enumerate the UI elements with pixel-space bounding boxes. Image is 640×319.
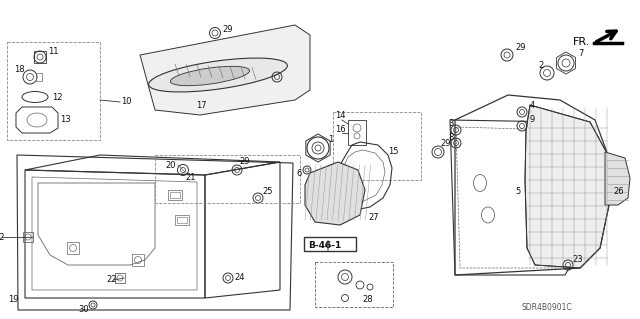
Polygon shape	[140, 25, 310, 115]
Text: 5: 5	[515, 188, 520, 197]
Text: 10: 10	[121, 98, 131, 107]
Text: 23: 23	[572, 256, 582, 264]
Bar	[155, 155, 300, 203]
Bar	[23, 232, 33, 242]
Bar	[315, 262, 393, 307]
Text: 11: 11	[48, 48, 58, 56]
Text: 21: 21	[185, 174, 195, 182]
Text: 18: 18	[14, 65, 24, 75]
Text: 29: 29	[222, 25, 232, 33]
Text: 7: 7	[578, 49, 584, 58]
Text: 29: 29	[515, 43, 525, 53]
Text: FR.: FR.	[573, 37, 590, 47]
Bar	[67, 242, 79, 254]
Text: 29: 29	[239, 158, 250, 167]
Text: 2: 2	[538, 62, 543, 70]
Text: 8: 8	[448, 132, 453, 142]
Text: 3: 3	[448, 120, 453, 129]
Text: 4: 4	[530, 101, 535, 110]
Polygon shape	[305, 162, 365, 225]
Text: 1: 1	[328, 136, 333, 145]
Text: 22: 22	[0, 233, 4, 241]
Text: 27: 27	[368, 213, 379, 222]
Bar	[333, 112, 421, 180]
Text: 9: 9	[530, 115, 535, 124]
Text: 29: 29	[440, 139, 451, 149]
Bar	[132, 254, 144, 266]
Text: 26: 26	[613, 188, 623, 197]
Text: 28: 28	[362, 295, 372, 305]
Text: 25: 25	[262, 188, 273, 197]
Text: 19: 19	[8, 295, 19, 305]
Text: 16: 16	[335, 125, 346, 135]
Text: 20: 20	[165, 160, 175, 169]
Bar	[170, 192, 180, 198]
Text: 15: 15	[388, 146, 399, 155]
Polygon shape	[605, 152, 630, 205]
Bar	[175, 215, 189, 225]
Bar	[348, 120, 366, 145]
Text: SDR4B0901C: SDR4B0901C	[522, 303, 573, 313]
Text: 22: 22	[106, 276, 116, 285]
Polygon shape	[525, 105, 610, 268]
Text: 14: 14	[335, 112, 346, 121]
Bar	[34, 51, 46, 63]
Text: 17: 17	[196, 100, 207, 109]
Bar	[115, 273, 125, 283]
Bar	[177, 217, 187, 223]
Text: 13: 13	[60, 115, 70, 124]
Bar	[304, 237, 356, 251]
Text: 30: 30	[78, 306, 88, 315]
Text: 24: 24	[234, 273, 244, 283]
Bar	[168, 190, 182, 200]
Ellipse shape	[148, 58, 287, 92]
Ellipse shape	[170, 66, 250, 86]
Text: 6: 6	[296, 168, 301, 177]
Text: 12: 12	[52, 93, 63, 101]
Text: B-46-1: B-46-1	[308, 241, 341, 249]
Bar	[36, 73, 42, 81]
